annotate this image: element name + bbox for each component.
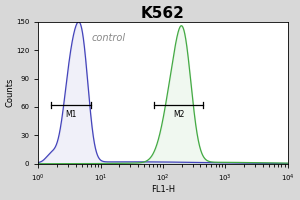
Text: control: control bbox=[91, 33, 125, 43]
Text: M2: M2 bbox=[173, 110, 184, 119]
X-axis label: FL1-H: FL1-H bbox=[151, 185, 175, 194]
Y-axis label: Counts: Counts bbox=[6, 78, 15, 107]
Text: M1: M1 bbox=[65, 110, 77, 119]
Title: K562: K562 bbox=[141, 6, 185, 21]
